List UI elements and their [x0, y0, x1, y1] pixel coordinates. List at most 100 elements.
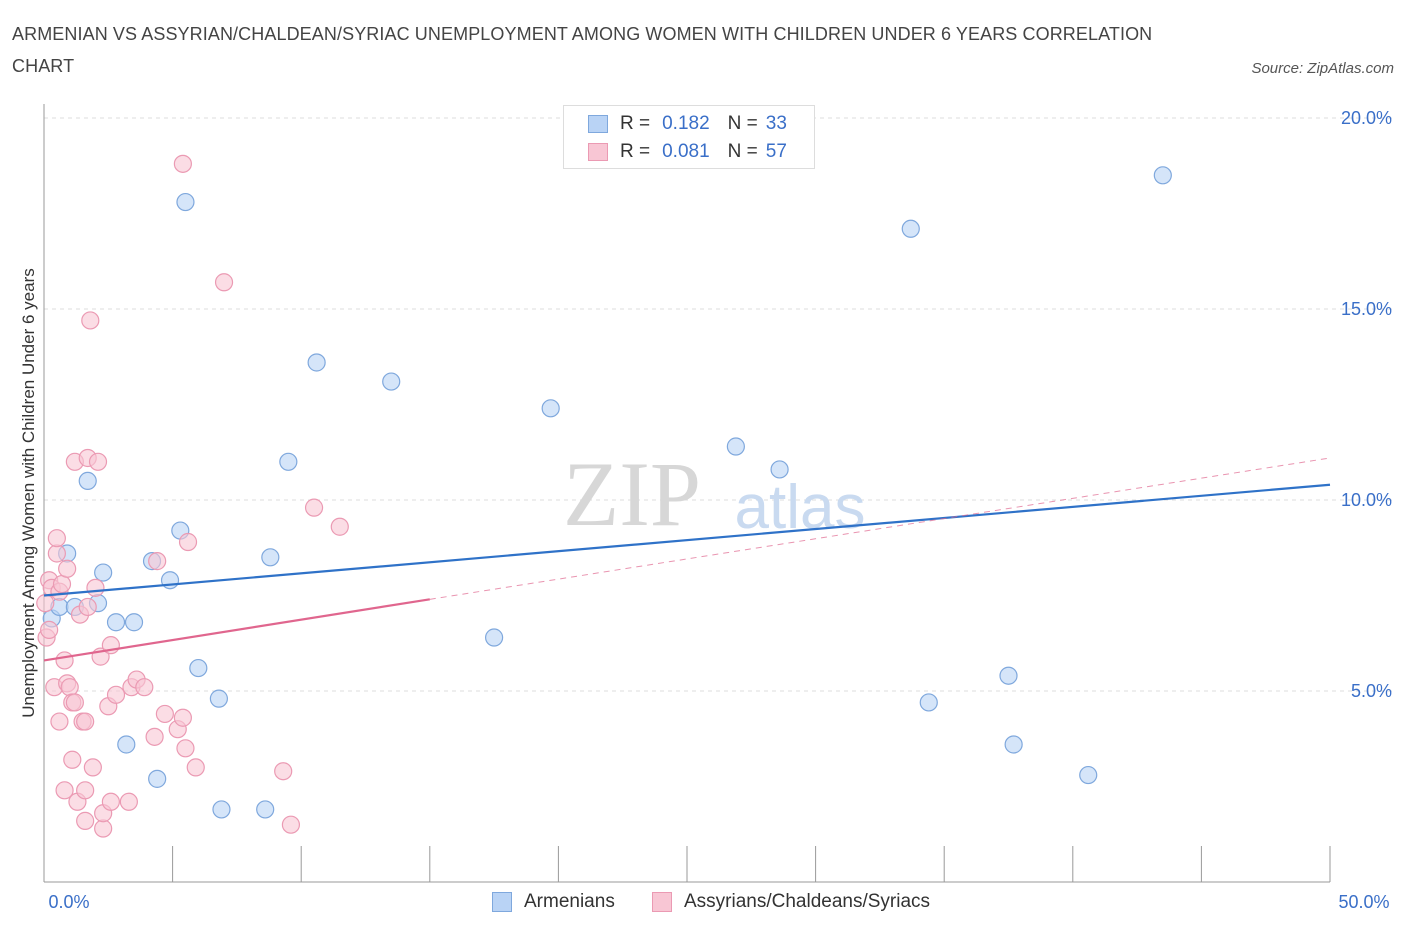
- assyrian-point: [135, 678, 154, 697]
- assyrian-point: [55, 781, 74, 800]
- assyrian-point: [145, 727, 164, 746]
- armenian-point: [106, 613, 126, 632]
- assyrian-point: [304, 498, 324, 517]
- armenian-point: [279, 452, 298, 471]
- assyrian-point: [81, 311, 100, 330]
- armenian-point: [999, 666, 1018, 685]
- watermark-zip: ZIP: [563, 443, 701, 545]
- legend-r-value: 0.081: [662, 141, 710, 162]
- assyrian-point: [101, 792, 120, 811]
- armenian-point: [919, 693, 938, 712]
- legend-n-label: N =: [727, 113, 758, 134]
- legend-n-label: N =: [727, 141, 758, 162]
- legend-n-value: 33: [765, 113, 787, 134]
- armenian-point: [1153, 166, 1172, 185]
- x-tick-label-min: 0.0%: [48, 892, 89, 912]
- bottom-legend-armenians: Armenians: [492, 888, 615, 916]
- assyrian-point: [76, 712, 95, 731]
- assyrian-point: [281, 815, 301, 834]
- armenian-point: [124, 613, 144, 632]
- chart-title: ARMENIAN VS ASSYRIAN/CHALDEAN/SYRIAC UNE…: [12, 24, 1153, 76]
- armenian-point: [189, 658, 208, 678]
- armenian-point: [209, 689, 228, 708]
- assyrian-point: [50, 712, 69, 731]
- grid-lines: [44, 117, 1392, 692]
- assyrian-point: [86, 578, 105, 597]
- assyrian-point: [76, 811, 95, 830]
- assyrian-point: [88, 452, 108, 471]
- armenian-point: [212, 800, 231, 819]
- y-tick-label: 20.0%: [1341, 108, 1392, 128]
- armenian-point: [770, 460, 789, 479]
- x-ticks: [43, 846, 1331, 882]
- assyrian-point: [63, 750, 82, 769]
- armenian-point: [901, 219, 920, 238]
- bottom-legend-swatch-blue: [492, 892, 512, 912]
- armenian-point: [78, 471, 97, 490]
- armenian-point: [307, 353, 326, 372]
- x-tick-label-max: 50.0%: [1338, 892, 1389, 912]
- y-tick-labels: 5.0% 10.0% 15.0% 20.0%: [1341, 108, 1392, 701]
- armenian-point: [256, 800, 275, 819]
- armenian-point: [148, 769, 167, 788]
- assyrian-point: [173, 708, 192, 727]
- assyrian-point: [47, 529, 66, 548]
- assyrian-point: [55, 651, 74, 670]
- armenian-point: [726, 437, 745, 456]
- armenian-point: [117, 735, 136, 754]
- armenian-point: [176, 192, 195, 212]
- armenian-point: [1004, 735, 1023, 754]
- assyrian-point: [76, 781, 95, 800]
- assyrian-point: [47, 544, 66, 563]
- legend-swatch-pink: [588, 143, 608, 161]
- watermark-atlas: atlas: [735, 473, 866, 542]
- legend-swatch-blue: [588, 115, 608, 133]
- bottom-legend-swatch-pink: [652, 892, 672, 912]
- assyrian-point: [65, 693, 84, 712]
- legend-row-assyrians: R = 0.081 N = 57: [588, 140, 787, 164]
- armenian-point: [541, 399, 560, 418]
- armenian-trend-line: [43, 483, 1331, 597]
- assyrian-point: [60, 678, 79, 697]
- assyrian-point: [214, 273, 234, 292]
- assyrian-point: [176, 739, 195, 758]
- assyrian-point: [36, 594, 55, 613]
- assyrian-point: [186, 758, 205, 777]
- assyrian-point: [58, 559, 77, 578]
- armenian-point: [485, 628, 504, 647]
- assyrian-point: [148, 552, 167, 571]
- assyrian-point: [173, 154, 192, 173]
- armenian-point: [94, 563, 113, 582]
- legend-box: R = 0.182 N = 33 R = 0.081 N = 57: [563, 105, 815, 169]
- source-label: Source: ZipAtlas.com: [1251, 60, 1394, 77]
- assyrian-trend-line: [43, 598, 430, 662]
- legend-n-value: 57: [765, 141, 787, 162]
- y-tick-label: 5.0%: [1351, 681, 1392, 701]
- assyrian-point: [52, 574, 72, 594]
- assyrian-point: [94, 819, 113, 838]
- legend-row-armenians: R = 0.182 N = 33: [588, 112, 787, 136]
- y-tick-label: 15.0%: [1341, 299, 1392, 319]
- assyrian-point: [155, 704, 174, 724]
- assyrian-point: [78, 597, 97, 617]
- assyrian-point: [40, 620, 59, 639]
- assyrian-point: [83, 758, 102, 777]
- bottom-legend-label-armenians: Armenians: [524, 891, 615, 912]
- legend-r-label: R =: [620, 141, 651, 162]
- assyrian-point: [178, 532, 198, 552]
- legend-r-value: 0.182: [662, 113, 710, 134]
- armenian-point: [382, 372, 401, 391]
- assyrian-point: [330, 517, 349, 536]
- assyrian-point: [106, 685, 126, 704]
- y-tick-label: 10.0%: [1341, 490, 1392, 510]
- assyrian-point: [274, 762, 293, 781]
- armenian-point: [261, 548, 280, 567]
- legend-r-label: R =: [620, 113, 651, 134]
- armenian-point: [1079, 765, 1098, 785]
- assyrian-trend-extension: [429, 457, 1331, 600]
- y-axis-label: Unemployment Among Women with Children U…: [19, 268, 38, 717]
- trend-lines: [43, 457, 1331, 662]
- bottom-legend-label-assyrians: Assyrians/Chaldeans/Syriacs: [684, 891, 931, 912]
- bottom-legend-assyrians: Assyrians/Chaldeans/Syriacs: [652, 888, 930, 916]
